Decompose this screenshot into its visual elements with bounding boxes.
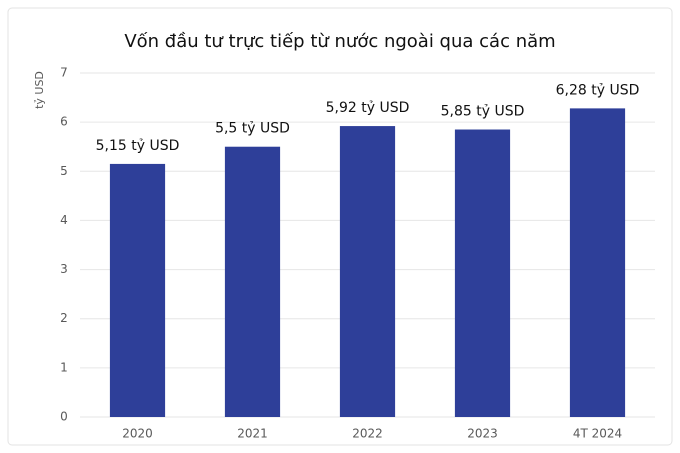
bar: [224, 146, 281, 417]
bar: [109, 163, 166, 417]
y-tick-label: 1: [60, 360, 68, 374]
y-tick-label: 0: [60, 410, 68, 424]
value-label: 5,15 tỷ USD: [96, 138, 180, 154]
bar: [339, 126, 396, 418]
value-label: 5,5 tỷ USD: [215, 121, 290, 137]
y-tick-label: 4: [60, 213, 68, 227]
x-tick-label: 2020: [122, 427, 153, 441]
y-tick-label: 3: [60, 262, 68, 276]
bar: [454, 129, 511, 417]
x-tick-label: 4T 2024: [573, 427, 622, 441]
y-tick-label: 5: [60, 164, 68, 178]
x-tick-label: 2022: [352, 427, 383, 441]
y-tick-label: 7: [60, 66, 68, 80]
y-axis-title: tỷ USD: [33, 71, 46, 109]
value-label: 6,28 tỷ USD: [556, 82, 640, 98]
chart-title: Vốn đầu tư trực tiếp từ nước ngoài qua c…: [124, 31, 555, 52]
x-tick-label: 2023: [467, 427, 498, 441]
x-tick-label: 2021: [237, 427, 268, 441]
value-label: 5,92 tỷ USD: [326, 100, 410, 116]
value-label: 5,85 tỷ USD: [441, 104, 525, 120]
y-tick-label: 2: [60, 311, 68, 325]
bar: [569, 108, 626, 417]
y-tick-label: 6: [60, 115, 68, 129]
